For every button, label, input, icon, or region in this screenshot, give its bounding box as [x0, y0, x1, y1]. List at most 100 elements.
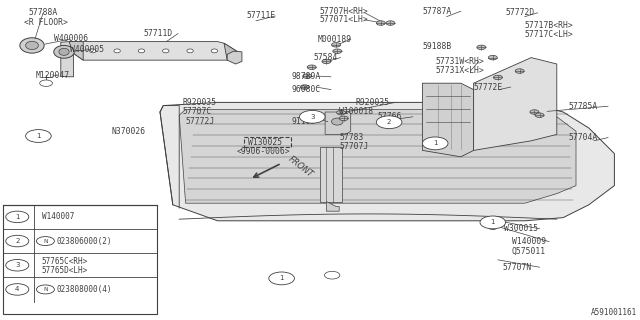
Circle shape [483, 219, 492, 223]
Text: 1: 1 [279, 276, 284, 281]
Text: 57707H<RH>: 57707H<RH> [320, 7, 369, 16]
Text: N: N [43, 239, 48, 244]
Text: 57765C<RH>: 57765C<RH> [42, 257, 88, 266]
Text: W100018: W100018 [339, 108, 373, 116]
Text: A591001161: A591001161 [591, 308, 637, 317]
Circle shape [515, 69, 524, 73]
Text: 3: 3 [15, 262, 20, 268]
Text: 2: 2 [15, 238, 19, 244]
Text: 59188B: 59188B [422, 42, 452, 51]
Text: 91183: 91183 [291, 117, 316, 126]
Text: 57731X<LH>: 57731X<LH> [435, 66, 484, 75]
Text: 4: 4 [15, 286, 19, 292]
Ellipse shape [138, 49, 145, 53]
Circle shape [6, 211, 29, 223]
Text: W140007: W140007 [42, 212, 74, 221]
Text: 57584: 57584 [314, 53, 338, 62]
Text: 96080C: 96080C [291, 85, 321, 94]
Text: 1: 1 [490, 220, 495, 225]
Polygon shape [320, 147, 342, 202]
Text: 57711E: 57711E [246, 12, 276, 20]
Ellipse shape [163, 49, 169, 53]
Text: 1: 1 [36, 133, 41, 139]
Text: W140009: W140009 [512, 237, 546, 246]
Text: M120047: M120047 [35, 71, 69, 80]
Ellipse shape [114, 49, 120, 53]
Circle shape [493, 75, 502, 80]
Text: <R FLOOR>: <R FLOOR> [24, 18, 68, 27]
Text: 023806000(2): 023806000(2) [57, 236, 113, 245]
Text: M000189: M000189 [318, 35, 352, 44]
Ellipse shape [90, 49, 96, 53]
Circle shape [386, 21, 395, 25]
Circle shape [332, 43, 340, 47]
Text: 3: 3 [310, 114, 315, 120]
Text: R920035: R920035 [355, 98, 389, 107]
Text: 57765D<LH>: 57765D<LH> [42, 266, 88, 275]
Text: 57772D: 57772D [506, 8, 535, 17]
Circle shape [300, 110, 325, 123]
Polygon shape [326, 202, 339, 211]
Circle shape [530, 110, 539, 114]
Circle shape [488, 225, 497, 229]
Polygon shape [160, 102, 614, 221]
Polygon shape [325, 112, 351, 134]
Text: R920035: R920035 [182, 98, 216, 107]
Polygon shape [69, 42, 237, 60]
Ellipse shape [187, 49, 193, 53]
Circle shape [322, 59, 331, 64]
Circle shape [6, 284, 29, 295]
Text: 57707J: 57707J [339, 142, 369, 151]
Text: 57766: 57766 [378, 112, 402, 121]
Circle shape [324, 271, 340, 279]
Text: FRONT: FRONT [287, 155, 315, 180]
Text: W400005: W400005 [70, 45, 104, 54]
Circle shape [339, 116, 348, 121]
Circle shape [36, 236, 54, 245]
Circle shape [269, 272, 294, 285]
Circle shape [477, 45, 486, 50]
Polygon shape [61, 42, 74, 77]
Circle shape [26, 130, 51, 142]
Bar [3, 205, 157, 314]
Circle shape [535, 113, 544, 117]
Text: N: N [43, 287, 48, 292]
Text: 57785A: 57785A [568, 102, 598, 111]
Ellipse shape [26, 41, 38, 50]
Text: 57717C<LH>: 57717C<LH> [525, 30, 573, 39]
Text: 1: 1 [15, 214, 20, 220]
Text: 1: 1 [433, 140, 438, 146]
Ellipse shape [20, 38, 44, 53]
Polygon shape [474, 58, 557, 150]
Text: 57707C: 57707C [182, 108, 212, 116]
Text: 57772J: 57772J [186, 117, 215, 126]
Text: W300015: W300015 [504, 224, 538, 233]
Circle shape [480, 216, 506, 229]
Text: W130025: W130025 [248, 138, 282, 147]
Text: 023808000(4): 023808000(4) [57, 285, 113, 294]
Circle shape [376, 116, 402, 129]
Circle shape [40, 80, 52, 86]
Text: 57717B<RH>: 57717B<RH> [525, 21, 573, 30]
Circle shape [300, 85, 309, 89]
Ellipse shape [211, 49, 218, 53]
Text: Q575011: Q575011 [512, 247, 546, 256]
Text: 57704A: 57704A [568, 133, 598, 142]
Circle shape [6, 260, 29, 271]
Text: 57787A: 57787A [422, 7, 452, 16]
Polygon shape [422, 83, 474, 157]
Circle shape [376, 21, 385, 25]
Polygon shape [179, 109, 576, 203]
Circle shape [488, 55, 497, 60]
Text: 57788A: 57788A [29, 8, 58, 17]
Circle shape [307, 65, 316, 69]
Circle shape [36, 285, 54, 294]
Polygon shape [224, 43, 237, 60]
Text: N370026: N370026 [112, 127, 146, 136]
Circle shape [333, 49, 342, 53]
Text: 577071<LH>: 577071<LH> [320, 15, 369, 24]
Circle shape [6, 235, 29, 247]
Circle shape [303, 116, 312, 121]
Text: 57783: 57783 [339, 133, 364, 142]
Text: 57711D: 57711D [144, 29, 173, 38]
